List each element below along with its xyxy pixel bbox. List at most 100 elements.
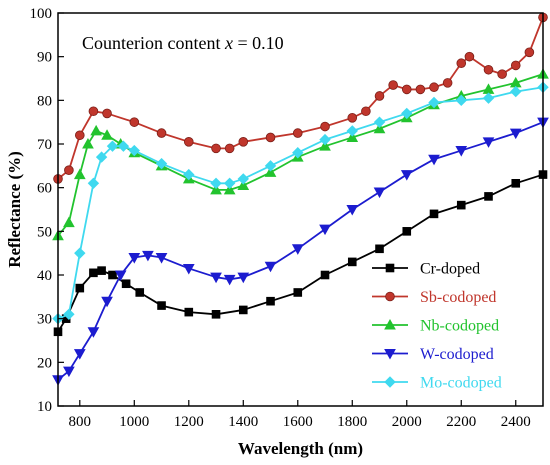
data-point-cr-doped xyxy=(238,305,248,315)
legend-item-cr-doped: Cr-doped xyxy=(372,261,480,278)
data-point-cr-doped xyxy=(135,288,145,297)
data-point-cr-doped xyxy=(375,244,384,254)
x-tick-label: 800 xyxy=(69,414,92,430)
legend-item-w-codoped: W-codoped xyxy=(372,346,494,363)
data-point-sb-codoped xyxy=(224,143,235,154)
legend-marker-nb-codoped xyxy=(384,318,396,330)
data-point-cr-doped xyxy=(89,268,98,278)
data-point-w-codoped xyxy=(264,261,277,273)
data-point-mo-codoped xyxy=(292,147,304,159)
data-point-w-codoped xyxy=(237,272,250,284)
x-axis-title: Wavelength (nm) xyxy=(238,439,363,458)
data-point-mo-codoped xyxy=(183,168,195,181)
data-point-w-codoped xyxy=(128,253,141,264)
data-point-sb-codoped xyxy=(64,165,74,176)
data-point-sb-codoped xyxy=(347,113,358,123)
data-point-nb-codoped xyxy=(101,129,113,140)
data-point-nb-codoped xyxy=(237,179,250,190)
data-point-w-codoped xyxy=(346,205,359,216)
data-point-cr-doped xyxy=(511,179,521,188)
data-point-nb-codoped xyxy=(373,122,386,134)
data-point-nb-codoped xyxy=(210,183,222,195)
data-point-cr-doped xyxy=(121,279,131,289)
data-point-mo-codoped xyxy=(237,173,249,185)
series-cr-doped xyxy=(53,170,548,337)
data-point-sb-codoped xyxy=(292,128,303,138)
data-point-sb-codoped xyxy=(415,84,426,95)
legend-marker-sb-codoped xyxy=(385,291,395,302)
data-point-nb-codoped xyxy=(319,140,331,151)
data-point-mo-codoped xyxy=(117,140,130,152)
data-point-cr-doped xyxy=(97,266,106,275)
data-point-mo-codoped xyxy=(482,92,495,104)
data-point-sb-codoped xyxy=(483,64,494,75)
data-point-w-codoped xyxy=(428,154,440,166)
data-point-mo-codoped xyxy=(510,85,522,98)
data-point-sb-codoped xyxy=(238,137,249,147)
x-tick-label: 1400 xyxy=(228,414,258,430)
y-tick-label: 80 xyxy=(37,93,52,109)
data-point-sb-codoped xyxy=(442,78,453,88)
legend-label-mo-codoped: Mo-codoped xyxy=(420,375,502,392)
data-point-cr-doped xyxy=(456,200,466,210)
series-sb-codoped xyxy=(53,12,548,184)
y-tick-label: 70 xyxy=(37,137,52,153)
annotation-variable: x xyxy=(224,33,233,53)
data-point-sb-codoped xyxy=(183,137,194,147)
data-point-nb-codoped xyxy=(63,216,75,228)
data-point-w-codoped xyxy=(73,349,86,360)
data-point-cr-doped xyxy=(266,296,275,306)
data-point-sb-codoped xyxy=(464,51,475,62)
y-axis: 10 20 30 40 50 60 70 80 90 100 xyxy=(30,6,64,415)
data-point-w-codoped xyxy=(400,170,413,181)
data-point-nb-codoped xyxy=(346,131,359,142)
data-point-sb-codoped xyxy=(361,106,371,117)
series-line-w-codoped xyxy=(57,121,544,381)
data-point-mo-codoped xyxy=(346,125,358,137)
data-point-sb-codoped xyxy=(74,130,85,141)
data-point-cr-doped xyxy=(184,307,194,317)
legend-label-sb-codoped: Sb-codoped xyxy=(420,289,496,306)
legend-marker-cr-doped xyxy=(385,263,395,273)
data-point-cr-doped xyxy=(211,310,221,319)
y-tick-label: 100 xyxy=(30,6,53,22)
data-point-mo-codoped xyxy=(155,157,168,170)
data-point-sb-codoped xyxy=(320,121,330,132)
data-point-mo-codoped xyxy=(373,116,386,128)
data-point-mo-codoped xyxy=(455,94,467,107)
data-point-mo-codoped xyxy=(401,107,413,120)
data-point-w-codoped xyxy=(509,128,522,140)
data-point-cr-doped xyxy=(108,270,117,280)
y-tick-label: 40 xyxy=(37,268,52,284)
data-point-sb-codoped xyxy=(156,128,167,138)
data-point-mo-codoped xyxy=(210,177,222,190)
data-point-mo-codoped xyxy=(74,247,86,259)
x-tick-label: 1800 xyxy=(337,414,367,430)
data-point-nb-codoped xyxy=(264,166,277,177)
data-point-mo-codoped xyxy=(63,308,75,321)
legend-item-mo-codoped: Mo-codoped xyxy=(372,375,502,392)
data-point-nb-codoped xyxy=(73,168,86,180)
data-point-cr-doped xyxy=(293,288,303,297)
series-mo-codoped xyxy=(52,81,549,325)
data-point-sb-codoped xyxy=(429,82,439,93)
data-point-sb-codoped xyxy=(211,143,221,154)
data-point-cr-doped xyxy=(320,270,330,280)
data-point-sb-codoped xyxy=(129,117,140,127)
x-tick-label: 1200 xyxy=(174,414,204,430)
data-point-cr-doped xyxy=(347,257,357,267)
x-tick-label: 2200 xyxy=(446,414,476,430)
legend-label-cr-doped: Cr-doped xyxy=(420,261,480,278)
data-point-nb-codoped xyxy=(90,124,102,136)
legend-label-nb-codoped: Nb-codoped xyxy=(420,318,499,335)
legend-item-nb-codoped: Nb-codoped xyxy=(372,318,499,335)
legend: Cr-doped Sb-codoped Nb-codoped W-codoped Mo-… xyxy=(372,261,502,392)
data-point-cr-doped xyxy=(402,227,412,236)
y-tick-label: 50 xyxy=(37,224,52,240)
data-point-w-codoped xyxy=(455,146,468,157)
y-tick-label: 20 xyxy=(37,355,52,371)
counterion-annotation: Counterion content x = 0.10 xyxy=(82,33,284,53)
data-point-sb-codoped xyxy=(102,108,112,119)
